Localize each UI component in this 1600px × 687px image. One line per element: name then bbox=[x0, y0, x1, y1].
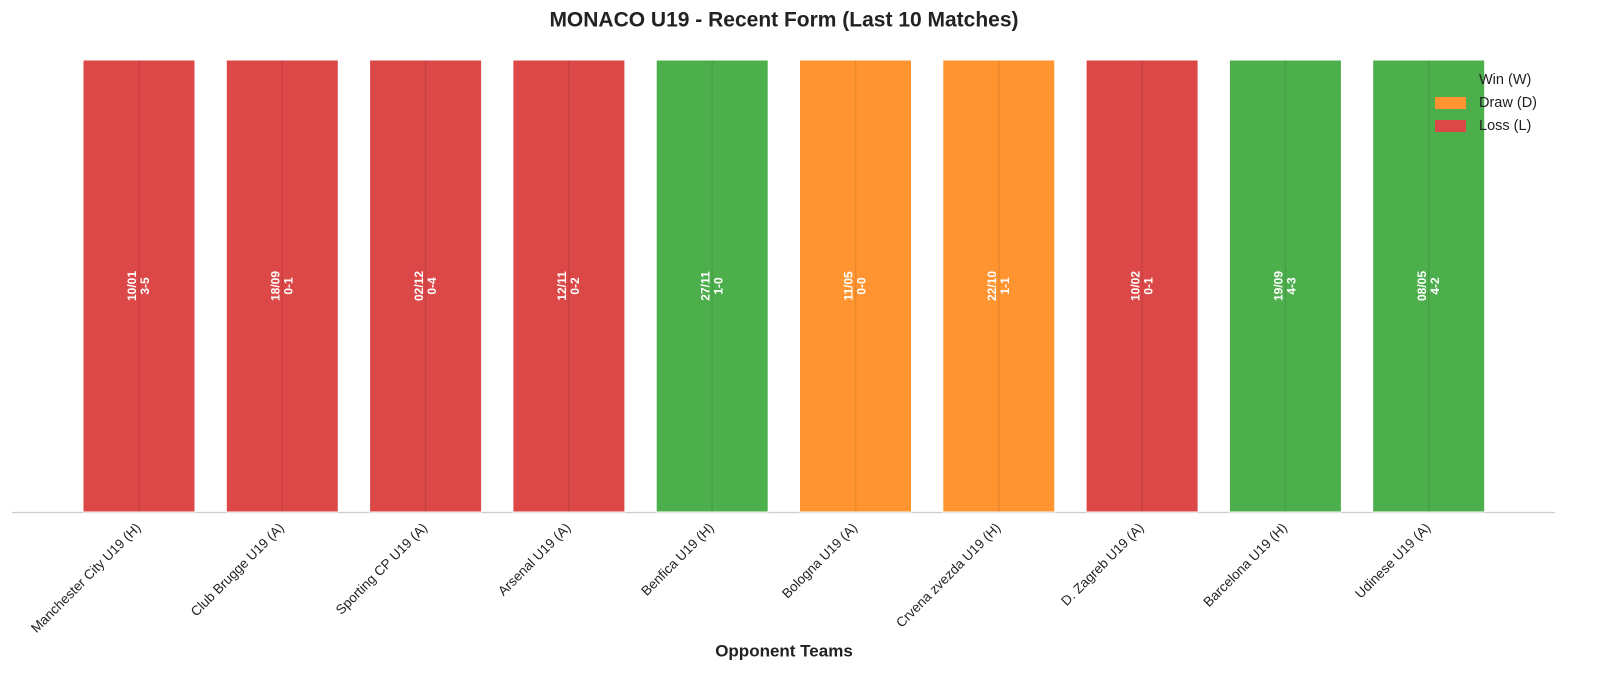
bar bbox=[512, 59, 626, 513]
bar-label: 0-2 bbox=[568, 277, 582, 295]
bar-label: 11/05 bbox=[842, 271, 856, 301]
bar bbox=[655, 59, 769, 513]
legend-label: Draw (D) bbox=[1479, 95, 1537, 111]
x-tick-label: Arsenal U19 (A) bbox=[495, 520, 574, 599]
x-tick-label: Club Brugge U19 (A) bbox=[188, 520, 287, 619]
bar-label: 0-4 bbox=[425, 277, 439, 295]
x-tick-label: D. Zagreb U19 (A) bbox=[1058, 520, 1147, 609]
bar-label: 0-1 bbox=[281, 277, 295, 295]
bar bbox=[1085, 59, 1199, 513]
bar-label: 10/02 bbox=[1128, 271, 1142, 301]
bar bbox=[225, 59, 339, 513]
x-tick-label: Crvena zvezda U19 (H) bbox=[893, 520, 1003, 630]
legend-swatch bbox=[1435, 120, 1466, 132]
legend-label: Loss (L) bbox=[1479, 118, 1531, 134]
legend-swatch bbox=[1435, 74, 1466, 86]
legend-swatch bbox=[1435, 97, 1466, 109]
bar-label: 4-3 bbox=[1285, 277, 1299, 295]
legend-label: Win (W) bbox=[1479, 72, 1531, 88]
bar-label: 0-1 bbox=[1141, 277, 1155, 295]
bar-label: 02/12 bbox=[412, 271, 426, 301]
x-tick-label: Udinese U19 (A) bbox=[1352, 520, 1433, 601]
x-axis-title: Opponent Teams bbox=[715, 641, 853, 660]
bar-label: 1-1 bbox=[998, 277, 1012, 295]
chart-title: MONACO U19 - Recent Form (Last 10 Matche… bbox=[549, 9, 1018, 32]
bar-label: 22/10 bbox=[985, 271, 999, 301]
bar-label: 08/05 bbox=[1415, 271, 1429, 301]
bar bbox=[799, 59, 912, 513]
bar-label: 4-2 bbox=[1428, 277, 1442, 295]
bar bbox=[1228, 59, 1342, 513]
bar bbox=[1372, 59, 1486, 513]
bar-label: 10/01 bbox=[125, 271, 139, 301]
x-tick-label: Barcelona U19 (H) bbox=[1200, 520, 1290, 610]
bar bbox=[82, 59, 196, 513]
bar bbox=[369, 59, 483, 513]
bar-label: 18/09 bbox=[268, 271, 282, 301]
bar-label: 27/11 bbox=[698, 271, 712, 301]
x-tick-label: Manchester City U19 (H) bbox=[28, 520, 144, 636]
bar-label: 3-5 bbox=[138, 277, 152, 295]
x-tick-label: Bologna U19 (A) bbox=[779, 520, 860, 601]
x-tick-label: Sporting CP U19 (A) bbox=[333, 520, 430, 617]
x-tick-label: Benfica U19 (H) bbox=[638, 520, 717, 599]
bar bbox=[942, 59, 1056, 513]
bar-label: 1-0 bbox=[711, 277, 725, 295]
bar-label: 0-0 bbox=[855, 277, 869, 295]
bar-label: 12/11 bbox=[555, 271, 569, 301]
bar-label: 19/09 bbox=[1272, 271, 1286, 301]
